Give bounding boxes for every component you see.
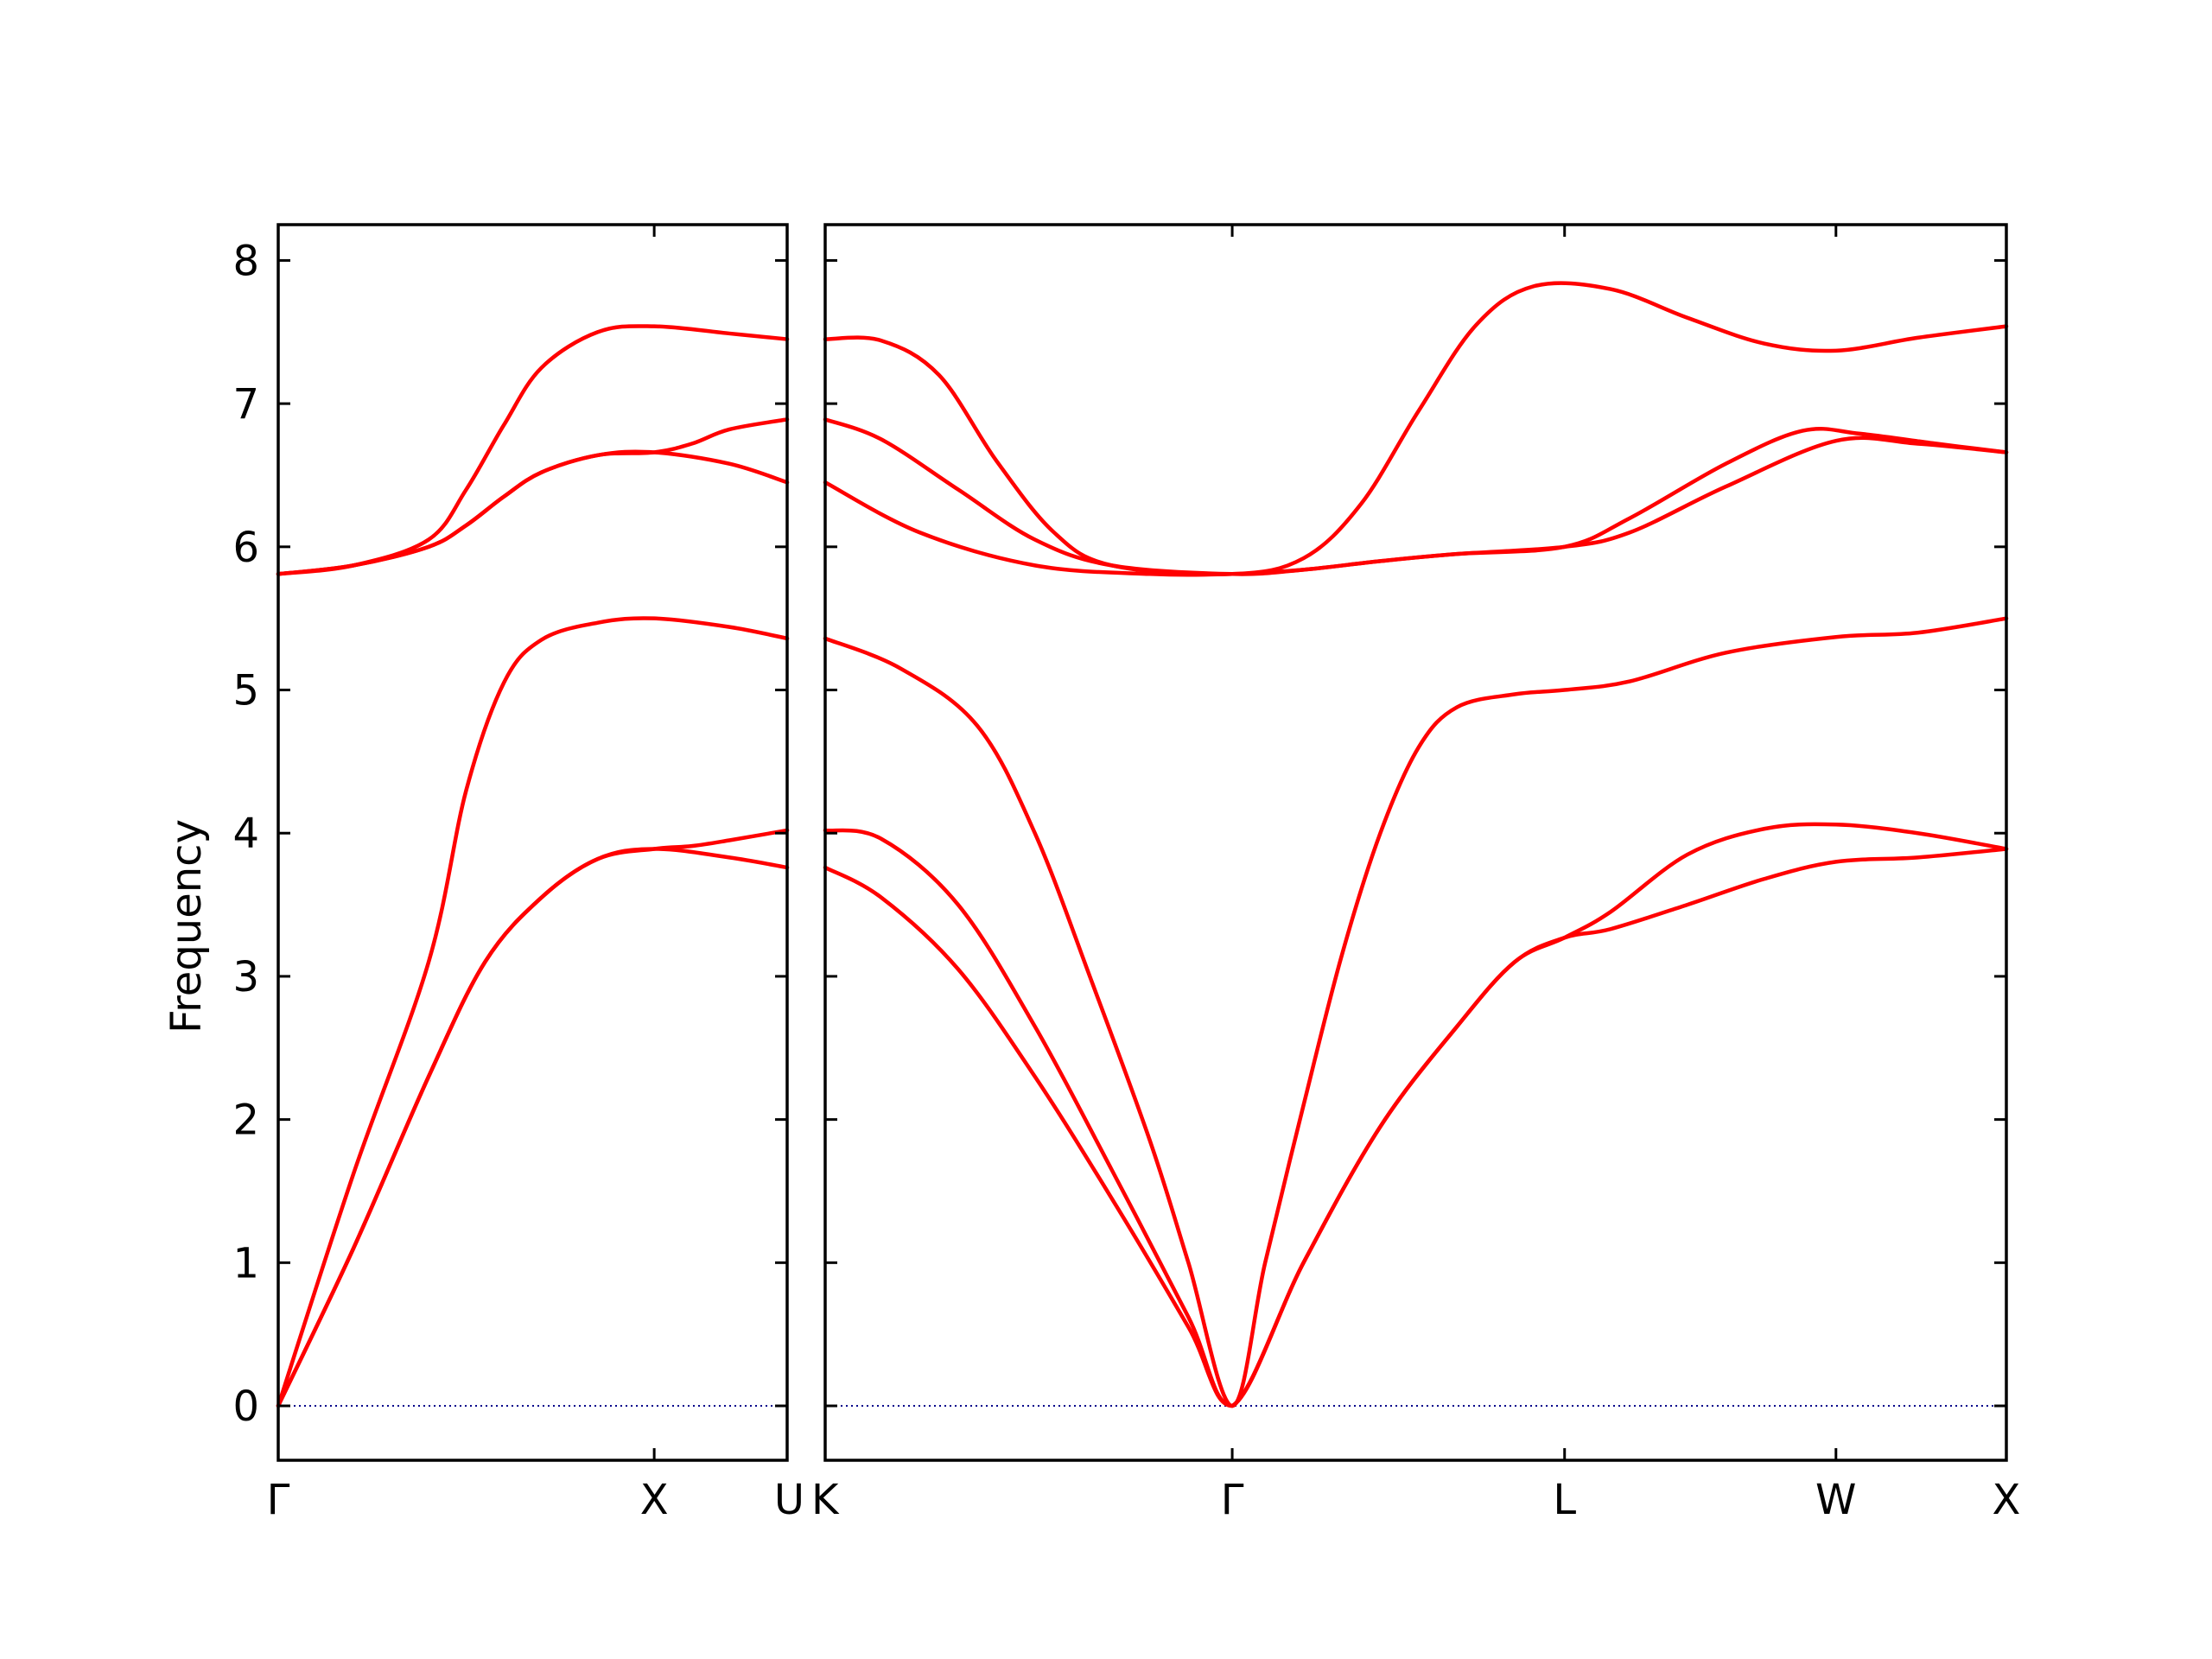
x-tick-label: L — [1553, 1476, 1576, 1524]
x-tick-label: Γ — [1221, 1476, 1244, 1524]
y-tick-label: 1 — [232, 1239, 259, 1287]
x-tick-label: X — [640, 1476, 669, 1524]
y-tick-label: 0 — [232, 1382, 259, 1431]
y-tick-label: 4 — [232, 810, 259, 858]
band-line-2 — [823, 822, 2009, 1408]
y-tick-label: 5 — [232, 667, 259, 715]
band-line-6 — [823, 281, 2009, 576]
y-axis-label: Frequency — [162, 819, 211, 1033]
y-tick-label: 6 — [232, 524, 259, 572]
x-tick-label: U — [774, 1476, 804, 1524]
y-tick-label: 2 — [232, 1096, 259, 1145]
panel-frame — [823, 223, 2008, 1462]
band-line-6 — [276, 324, 790, 576]
band-line-1 — [276, 616, 790, 1408]
y-tick-label: 7 — [232, 380, 259, 429]
panel-frame — [276, 223, 789, 1462]
band-line-3 — [276, 828, 790, 1408]
panel-1: 0 1 2 3 4 5 6 7 8 Γ X U — [232, 223, 804, 1524]
y-tick-label: 3 — [232, 953, 259, 1001]
plot-panels: 0 1 2 3 4 5 6 7 8 Γ X U K Γ L W X — [232, 223, 2021, 1524]
y-tick-label: 8 — [232, 237, 259, 285]
band-line-3 — [823, 616, 2009, 1408]
x-tick-label: K — [811, 1476, 840, 1524]
x-tick-label: W — [1815, 1476, 1856, 1524]
band-line-5 — [823, 417, 2009, 576]
x-tick-label: X — [1993, 1476, 2021, 1524]
x-tick-label: Γ — [267, 1476, 290, 1524]
